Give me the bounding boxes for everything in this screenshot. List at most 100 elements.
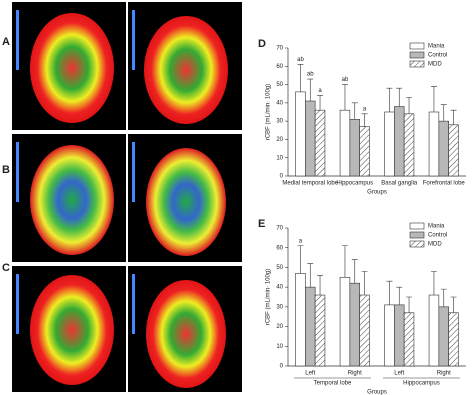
error-bar	[317, 95, 324, 111]
bar	[339, 276, 351, 367]
bar	[305, 286, 316, 367]
x-tick-label: Forefrontal lobe	[423, 181, 466, 187]
error-bar	[440, 104, 447, 122]
error-bar	[430, 86, 437, 112]
group-label: Temporal lobe	[314, 381, 352, 387]
error-bar	[450, 109, 457, 125]
legend-swatch	[409, 42, 425, 50]
y-tick-label: 50	[276, 265, 283, 271]
error-bar	[406, 296, 413, 313]
x-tick-label: Left	[394, 371, 404, 377]
bar	[428, 294, 440, 367]
panel-label: A	[2, 36, 10, 48]
error-bar	[341, 245, 348, 278]
legend-swatch	[409, 231, 425, 239]
bar	[295, 273, 306, 367]
bar	[349, 119, 360, 177]
panel-label: E	[258, 218, 265, 230]
y-tick-label: 40	[276, 285, 283, 291]
y-tick-label: 60	[276, 245, 283, 251]
bar	[349, 282, 360, 367]
x-tick-label: Right	[348, 371, 362, 377]
bar	[359, 294, 370, 367]
y-axis-label: rCBF (mL/min· 100g)	[266, 269, 272, 325]
y-tick-label: 40	[276, 100, 283, 106]
bar	[428, 111, 440, 177]
legend-swatch	[409, 60, 425, 68]
annotation: ab	[307, 72, 314, 78]
panel-label: B	[2, 164, 10, 176]
error-bar	[307, 263, 314, 288]
brain-images	[12, 2, 242, 392]
legend-label: MDD	[428, 62, 442, 68]
legend-swatch	[409, 51, 425, 59]
error-bar	[386, 87, 393, 112]
error-bar	[317, 275, 324, 296]
x-tick-label: Basal ganglia	[381, 181, 418, 187]
y-tick-label: 70	[276, 46, 283, 52]
y-tick-label: 70	[276, 226, 283, 232]
y-tick-label: 10	[276, 155, 283, 161]
bar	[394, 304, 405, 367]
annotation: a	[299, 238, 303, 244]
error-bar	[440, 288, 447, 307]
x-tick-label: Right	[437, 371, 451, 377]
panel-label: C	[2, 262, 10, 274]
error-bar	[297, 245, 304, 274]
x-axis-label: Groups	[367, 190, 387, 196]
bar	[384, 111, 395, 177]
error-bar	[406, 97, 413, 114]
bar	[305, 100, 316, 177]
annotation: ab	[342, 77, 349, 83]
y-tick-label: 10	[276, 344, 283, 350]
annotation: a	[363, 106, 367, 112]
bar	[314, 109, 326, 177]
bar	[295, 91, 306, 177]
error-bar	[396, 87, 403, 107]
annotation: ab	[297, 57, 304, 63]
panel-label: D	[258, 38, 266, 50]
y-tick-label: 30	[276, 304, 283, 310]
bar	[384, 304, 395, 367]
legend-label: MDD	[428, 242, 442, 248]
bar	[314, 294, 326, 367]
legend-label: Control	[428, 233, 447, 239]
bar	[448, 124, 459, 177]
legend-swatch	[409, 240, 425, 248]
bar	[438, 120, 449, 177]
y-tick-label: 50	[276, 82, 283, 88]
error-bar	[361, 113, 368, 127]
y-axis-label: rCBF (mL/min· 100g)	[266, 84, 272, 140]
legend-swatch	[409, 222, 425, 230]
error-bar	[386, 280, 393, 305]
legend-label: Mania	[428, 224, 445, 230]
bar	[403, 113, 415, 177]
x-axis-label: Groups	[367, 390, 387, 395]
group-label: Hippocampus	[403, 381, 440, 387]
error-bar	[396, 286, 403, 305]
x-tick-label: Left	[305, 371, 315, 377]
bar	[359, 126, 370, 177]
bar	[394, 106, 405, 177]
y-tick-label: 60	[276, 64, 283, 70]
error-bar	[341, 84, 348, 111]
bar	[438, 306, 449, 367]
bar	[339, 109, 351, 177]
y-tick-label: 30	[276, 119, 283, 125]
error-bar	[297, 64, 304, 92]
annotation: a	[318, 88, 322, 94]
error-bar	[361, 271, 368, 296]
error-bar	[430, 271, 437, 296]
y-tick-label: 20	[276, 137, 283, 143]
legend-label: Control	[428, 53, 447, 59]
error-bar	[307, 78, 314, 102]
error-bar	[351, 259, 358, 284]
y-tick-label: 20	[276, 324, 283, 330]
bar	[448, 312, 459, 367]
bar	[403, 312, 415, 367]
y-tick-label: 0	[280, 174, 284, 180]
x-tick-label: Hippocampus	[336, 181, 373, 187]
legend-label: Mania	[428, 44, 445, 50]
x-tick-label: Medial temporal lobe	[282, 181, 338, 187]
